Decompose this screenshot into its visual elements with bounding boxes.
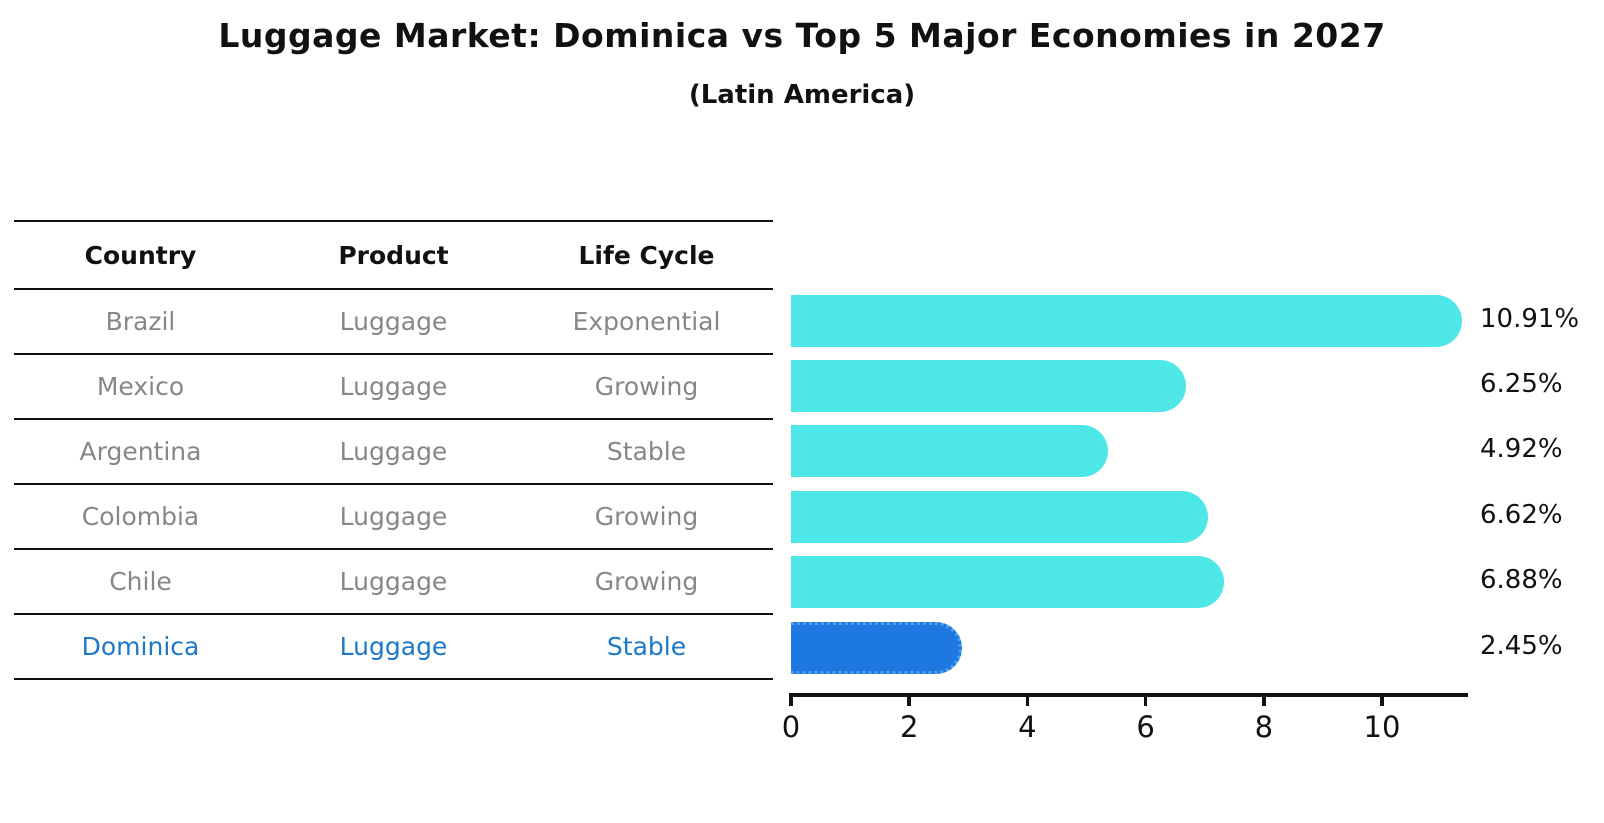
x-axis-tick [789, 693, 793, 706]
bar-value-label: 4.92% [1480, 434, 1563, 465]
bar-value-label: 6.88% [1480, 565, 1563, 596]
bar-value-label: 6.25% [1480, 368, 1563, 399]
bar-value-label: 6.62% [1480, 499, 1563, 530]
table-cell-country: Mexico [96, 372, 185, 401]
bar-value-label: 2.45% [1480, 630, 1563, 661]
data-table: Country Product Life Cycle Brazil Luggage… [14, 220, 773, 680]
table-cell-life-cycle: Growing [594, 372, 699, 401]
x-axis-tick [907, 693, 911, 706]
table-header-row: Country Product Life Cycle [14, 220, 773, 290]
table-cell-country: Brazil [105, 307, 176, 336]
table-cell-life-cycle: Growing [594, 567, 699, 596]
table-row: Dominica Luggage Stable [14, 615, 773, 680]
table-cell-product: Luggage [339, 307, 448, 336]
table-cell-life-cycle: Stable [606, 632, 687, 661]
x-axis-tick-label: 8 [1254, 710, 1274, 744]
table-cell-product: Luggage [339, 632, 448, 661]
table-cell-country: Chile [109, 567, 172, 596]
table-cell-life-cycle: Exponential [572, 307, 721, 336]
table-row: Mexico Luggage Growing [14, 355, 773, 420]
x-axis-tick [1262, 693, 1266, 706]
column-header-country: Country [84, 240, 197, 270]
column-header-life-cycle: Life Cycle [578, 240, 715, 270]
x-axis-tick-label: 2 [899, 710, 919, 744]
x-axis-tick-label: 6 [1136, 710, 1155, 744]
table-cell-country: Colombia [81, 502, 200, 531]
bar-value-label: 10.91% [1480, 303, 1580, 334]
table-row: Colombia Luggage Growing [14, 485, 773, 550]
table-cell-life-cycle: Stable [606, 437, 687, 466]
chart-title: Luggage Market: Dominica vs Top 5 Major … [218, 16, 1386, 55]
bar [791, 294, 1462, 347]
table-cell-country: Argentina [79, 437, 202, 466]
table-cell-product: Luggage [339, 437, 448, 466]
x-axis-tick-label: 0 [781, 710, 801, 744]
table-cell-life-cycle: Growing [594, 502, 699, 531]
table-cell-product: Luggage [339, 502, 448, 531]
x-axis-tick [1380, 693, 1384, 706]
x-axis-tick [1025, 693, 1030, 706]
bar [791, 425, 1108, 478]
x-axis-tick-label: 10 [1363, 710, 1401, 744]
bar [791, 556, 1224, 609]
bar [791, 359, 1187, 412]
x-axis-line [789, 693, 1468, 697]
bar-highlight [791, 621, 962, 674]
table-cell-product: Luggage [339, 372, 448, 401]
table-cell-product: Luggage [339, 567, 448, 596]
table-row: Argentina Luggage Stable [14, 420, 773, 485]
x-axis-tick [1143, 693, 1148, 706]
chart-subtitle: (Latin America) [688, 80, 916, 110]
table-row: Chile Luggage Growing [14, 550, 773, 615]
table-row: Brazil Luggage Exponential [14, 290, 773, 355]
column-header-product: Product [338, 240, 449, 270]
x-axis-tick-label: 4 [1018, 710, 1037, 744]
bar [791, 490, 1209, 543]
table-cell-country: Dominica [81, 632, 200, 661]
